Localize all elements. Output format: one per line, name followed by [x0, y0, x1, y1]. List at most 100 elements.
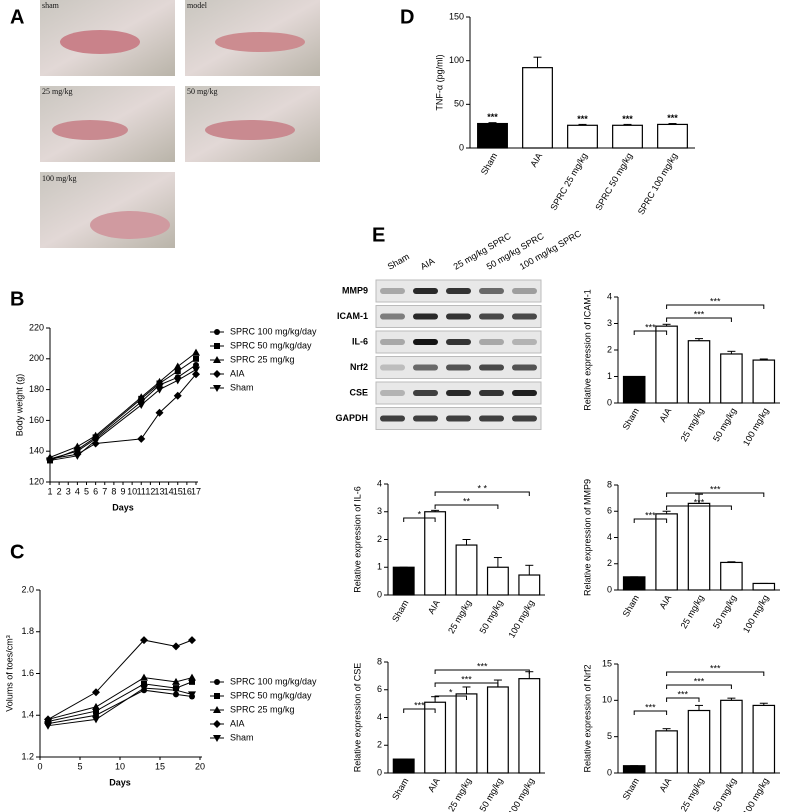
x-tick-label: 17: [191, 486, 201, 496]
marker: [188, 636, 196, 645]
x-tick-label: 50 mg/kg: [478, 776, 505, 812]
y-tick-label: 10: [602, 695, 612, 705]
bar: [424, 701, 447, 774]
legend-label: Sham: [230, 382, 254, 392]
series-line: [49, 369, 197, 461]
bar: [657, 123, 688, 149]
legend-label: SPRC 50 mg/kg/day: [230, 340, 312, 350]
marker: [193, 361, 199, 368]
panel-label: C: [10, 541, 24, 563]
y-tick-label: 6: [607, 506, 612, 516]
band: [446, 339, 471, 345]
bracket-label: *: [418, 509, 422, 519]
y-tick-label: 1: [607, 371, 612, 381]
y-tick-label: 120: [29, 476, 44, 486]
series-line: [49, 352, 197, 458]
x-tick-label: 20: [195, 761, 205, 771]
y-tick-label: 0: [377, 767, 382, 777]
legend-label: AIA: [230, 368, 245, 378]
bar: [567, 124, 598, 149]
photos: sham model 25 mg/kg 50 mg/kg 100 mg/kg: [40, 0, 320, 248]
marker: [192, 370, 200, 379]
x-tick-label: 10: [115, 761, 125, 771]
x-tick-label: 12: [145, 486, 155, 496]
marker: [73, 442, 82, 450]
marker: [92, 688, 100, 697]
x-tick-label: AIA: [426, 776, 442, 794]
bracket: [434, 669, 530, 674]
y-axis-label: Relative expression of Nrf2: [582, 664, 592, 772]
x-tick-label: AIA: [657, 406, 673, 424]
row-label: MMP9: [342, 285, 368, 295]
bracket: [434, 491, 530, 496]
y-tick-label: 1.6: [21, 668, 34, 678]
x-tick-label: SPRC 100 mg/kg: [636, 151, 679, 216]
y-tick-label: 4: [377, 478, 382, 488]
y-tick-label: 2: [607, 558, 612, 568]
bracket: [434, 695, 467, 700]
y-tick-label: 2: [607, 344, 612, 354]
bracket-label: ***: [710, 296, 721, 306]
marker: [188, 673, 196, 681]
y-tick-label: 1.4: [21, 710, 34, 720]
band: [479, 313, 504, 320]
bracket: [633, 518, 668, 523]
y-axis-label: Volums of toes/cm³: [4, 635, 14, 712]
bar: [392, 758, 415, 774]
marker: [155, 386, 164, 394]
x-axis-label: Days: [109, 777, 131, 787]
x-tick-label: 50 mg/kg: [711, 593, 738, 630]
bracket-label: *: [449, 687, 453, 697]
band: [446, 288, 471, 294]
x-tick-label: 100 mg/kg: [506, 776, 536, 812]
legend-label: SPRC 25 mg/kg: [230, 704, 295, 714]
bracket-label: ***: [645, 702, 656, 712]
y-tick-label: 0: [459, 142, 464, 152]
marker: [192, 366, 200, 374]
paw: [52, 120, 128, 140]
bar: [392, 566, 415, 596]
bar: [424, 511, 447, 596]
x-tick-label: 3: [66, 486, 71, 496]
y-tick-label: 150: [449, 11, 464, 21]
band: [413, 390, 438, 396]
x-tick-label: 50 mg/kg: [711, 406, 738, 443]
band: [479, 415, 504, 422]
panel-label: E: [372, 224, 385, 246]
marker: [172, 687, 180, 695]
bar: [720, 699, 743, 774]
bracket-label: ***: [694, 309, 705, 319]
x-tick-label: 2: [57, 486, 62, 496]
y-tick-label: 0: [607, 584, 612, 594]
y-tick-label: 1: [377, 562, 382, 572]
band: [446, 390, 471, 396]
photo: [40, 172, 175, 248]
bracket-label: ***: [477, 661, 488, 671]
bracket: [666, 304, 765, 309]
bar: [687, 340, 711, 404]
bracket-label: ***: [645, 510, 656, 520]
bar: [720, 353, 743, 404]
row-label: GAPDH: [335, 413, 368, 423]
marker: [214, 329, 220, 335]
x-tick-label: 8: [111, 486, 116, 496]
bar: [752, 582, 776, 591]
x-tick-label: 1: [47, 486, 52, 496]
marker: [140, 636, 148, 645]
panel-label: B: [10, 288, 24, 310]
band: [413, 313, 438, 320]
bar: [622, 576, 646, 591]
y-tick-label: 5: [607, 731, 612, 741]
bar: [687, 709, 711, 774]
x-tick-label: 100 mg/kg: [741, 776, 771, 812]
bracket-label: ***: [414, 700, 425, 710]
series-line: [47, 639, 193, 720]
y-axis-label: Relative expression of ICAM-1: [582, 289, 592, 411]
x-tick-label: SPRC 25 mg/kg: [548, 151, 589, 212]
marker: [192, 348, 200, 356]
band: [380, 415, 405, 422]
bar: [522, 67, 553, 149]
y-tick-label: 160: [29, 415, 44, 425]
